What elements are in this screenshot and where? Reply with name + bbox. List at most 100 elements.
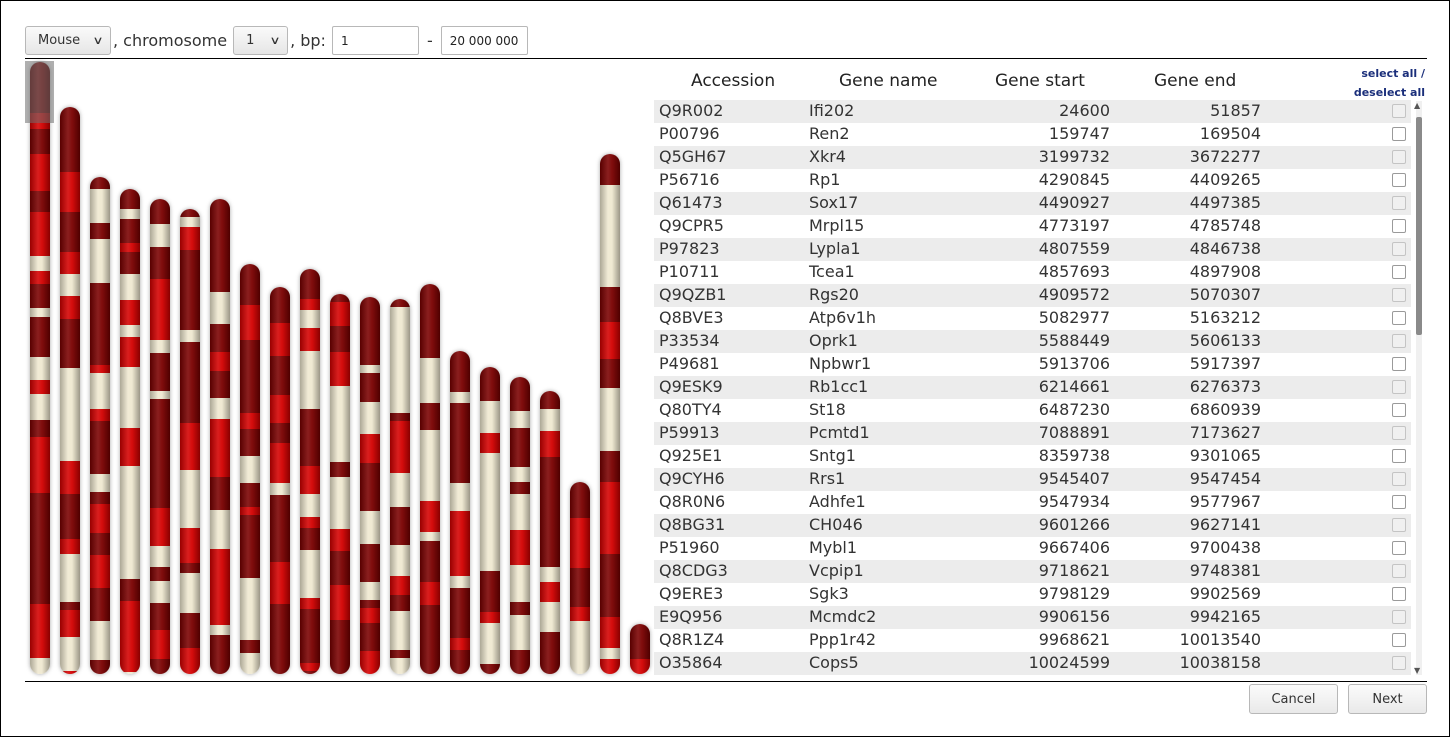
table-row[interactable]: O35864 Cops5 10024599 10038158 <box>654 652 1411 675</box>
row-checkbox[interactable] <box>1392 196 1406 210</box>
cell-gene-start: 10024599 <box>1028 653 1110 672</box>
table-row[interactable]: Q9R002 Ifi202 24600 51857 <box>654 100 1411 123</box>
chromosome-ideogram[interactable] <box>330 294 350 674</box>
chromosome-ideogram[interactable] <box>600 154 620 674</box>
table-row[interactable]: Q9QZB1 Rgs20 4909572 5070307 <box>654 284 1411 307</box>
row-checkbox[interactable] <box>1392 587 1406 601</box>
table-row[interactable]: E9Q956 Mcmdc2 9906156 9942165 <box>654 606 1411 629</box>
row-checkbox[interactable] <box>1392 104 1406 118</box>
row-checkbox[interactable] <box>1392 633 1406 647</box>
row-checkbox[interactable] <box>1392 334 1406 348</box>
species-value: Mouse <box>38 33 81 48</box>
chromosome-ideogram[interactable] <box>270 287 290 674</box>
species-select[interactable]: Mouse ∨ <box>25 26 111 55</box>
row-checkbox[interactable] <box>1392 288 1406 302</box>
cell-gene-end: 9627141 <box>1189 515 1261 534</box>
cell-gene-name: Rgs20 <box>809 285 859 304</box>
chromosome-ideogram[interactable] <box>360 297 380 674</box>
chromosome-ideogram[interactable] <box>540 391 560 674</box>
cell-gene-start: 3199732 <box>1038 147 1110 166</box>
deselect-all-link[interactable]: deselect all <box>1353 86 1425 99</box>
chromosome-ideogram[interactable] <box>630 624 650 674</box>
cell-accession: Q9R002 <box>659 101 724 120</box>
scroll-down-icon[interactable]: ▼ <box>1414 666 1421 675</box>
row-checkbox[interactable] <box>1392 219 1406 233</box>
cell-accession: Q5GH67 <box>659 147 727 166</box>
table-row[interactable]: Q8R1Z4 Ppp1r42 9968621 10013540 <box>654 629 1411 652</box>
chromosome-ideogram[interactable] <box>210 199 230 674</box>
chromosome-ideogram[interactable] <box>30 62 50 674</box>
chromosome-ideogram[interactable] <box>240 264 260 674</box>
scroll-track[interactable] <box>1416 101 1422 675</box>
table-row[interactable]: P97823 Lypla1 4807559 4846738 <box>654 238 1411 261</box>
table-row[interactable]: Q8BVE3 Atp6v1h 5082977 5163212 <box>654 307 1411 330</box>
table-row[interactable]: Q5GH67 Xkr4 3199732 3672277 <box>654 146 1411 169</box>
row-checkbox[interactable] <box>1392 610 1406 624</box>
cell-accession: P10711 <box>659 262 720 281</box>
chromosome-ideogram[interactable] <box>480 367 500 674</box>
bp-start-input[interactable]: 1 <box>331 26 419 55</box>
row-checkbox[interactable] <box>1392 426 1406 440</box>
chromosome-ideogram[interactable] <box>60 107 80 674</box>
row-checkbox[interactable] <box>1392 380 1406 394</box>
row-checkbox[interactable] <box>1392 150 1406 164</box>
cell-gene-start: 9547934 <box>1038 492 1110 511</box>
row-checkbox[interactable] <box>1392 242 1406 256</box>
table-row[interactable]: Q9CYH6 Rrs1 9545407 9547454 <box>654 468 1411 491</box>
scroll-up-icon[interactable]: ▲ <box>1414 101 1421 110</box>
chromosome-ideogram[interactable] <box>570 482 590 674</box>
table-row[interactable]: P00796 Ren2 159747 169504 <box>654 123 1411 146</box>
select-all-link[interactable]: select all / <box>1361 67 1425 80</box>
table-row[interactable]: P49681 Npbwr1 5913706 5917397 <box>654 353 1411 376</box>
row-checkbox[interactable] <box>1392 403 1406 417</box>
table-row[interactable]: Q8BG31 CH046 9601266 9627141 <box>654 514 1411 537</box>
row-checkbox[interactable] <box>1392 265 1406 279</box>
next-button[interactable]: Next <box>1348 684 1427 714</box>
table-row[interactable]: P33534 Oprk1 5588449 5606133 <box>654 330 1411 353</box>
row-checkbox[interactable] <box>1392 357 1406 371</box>
cell-accession: P97823 <box>659 239 720 258</box>
table-row[interactable]: Q80TY4 St18 6487230 6860939 <box>654 399 1411 422</box>
cell-gene-name: Ren2 <box>809 124 850 143</box>
chromosome-ideogram[interactable] <box>120 189 140 674</box>
table-row[interactable]: Q925E1 Sntg1 8359738 9301065 <box>654 445 1411 468</box>
cancel-button[interactable]: Cancel <box>1249 684 1338 714</box>
row-checkbox[interactable] <box>1392 472 1406 486</box>
table-row[interactable]: Q9ERE3 Sgk3 9798129 9902569 <box>654 583 1411 606</box>
table-row[interactable]: P59913 Pcmtd1 7088891 7173627 <box>654 422 1411 445</box>
table-row[interactable]: Q8CDG3 Vcpip1 9718621 9748381 <box>654 560 1411 583</box>
chromosome-ideogram[interactable] <box>150 199 170 674</box>
chromosome-ideogram[interactable] <box>300 269 320 674</box>
chromosome-ideogram[interactable] <box>180 209 200 674</box>
chromosome-ideogram[interactable] <box>450 351 470 674</box>
row-checkbox[interactable] <box>1392 518 1406 532</box>
row-checkbox[interactable] <box>1392 449 1406 463</box>
cell-accession: Q9QZB1 <box>659 285 727 304</box>
table-row[interactable]: P56716 Rp1 4290845 4409265 <box>654 169 1411 192</box>
row-checkbox[interactable] <box>1392 311 1406 325</box>
table-row[interactable]: Q61473 Sox17 4490927 4497385 <box>654 192 1411 215</box>
cell-gene-start: 159747 <box>1048 124 1110 143</box>
row-checkbox[interactable] <box>1392 541 1406 555</box>
row-checkbox[interactable] <box>1392 495 1406 509</box>
table-row[interactable]: P51960 Mybl1 9667406 9700438 <box>654 537 1411 560</box>
table-row[interactable]: Q9CPR5 Mrpl15 4773197 4785748 <box>654 215 1411 238</box>
cell-gene-start: 4909572 <box>1038 285 1110 304</box>
region-selection-highlight[interactable] <box>25 61 54 123</box>
row-checkbox[interactable] <box>1392 656 1406 670</box>
row-checkbox[interactable] <box>1392 173 1406 187</box>
scroll-thumb[interactable] <box>1416 117 1422 335</box>
chromosome-select[interactable]: 1 ∨ <box>233 26 289 55</box>
table-row[interactable]: Q8R0N6 Adhfe1 9547934 9577967 <box>654 491 1411 514</box>
bp-end-input[interactable]: 20 000 000 <box>440 26 528 55</box>
row-checkbox[interactable] <box>1392 564 1406 578</box>
chromosome-ideogram[interactable] <box>420 284 440 674</box>
chromosome-ideogram[interactable] <box>390 299 410 674</box>
row-checkbox[interactable] <box>1392 127 1406 141</box>
table-row[interactable]: P10711 Tcea1 4857693 4897908 <box>654 261 1411 284</box>
table-scrollbar[interactable]: ▲ ▼ <box>1413 101 1425 675</box>
cell-gene-name: Pcmtd1 <box>809 423 870 442</box>
table-row[interactable]: Q9ESK9 Rb1cc1 6214661 6276373 <box>654 376 1411 399</box>
chromosome-ideogram[interactable] <box>90 177 110 674</box>
chromosome-ideogram[interactable] <box>510 377 530 674</box>
